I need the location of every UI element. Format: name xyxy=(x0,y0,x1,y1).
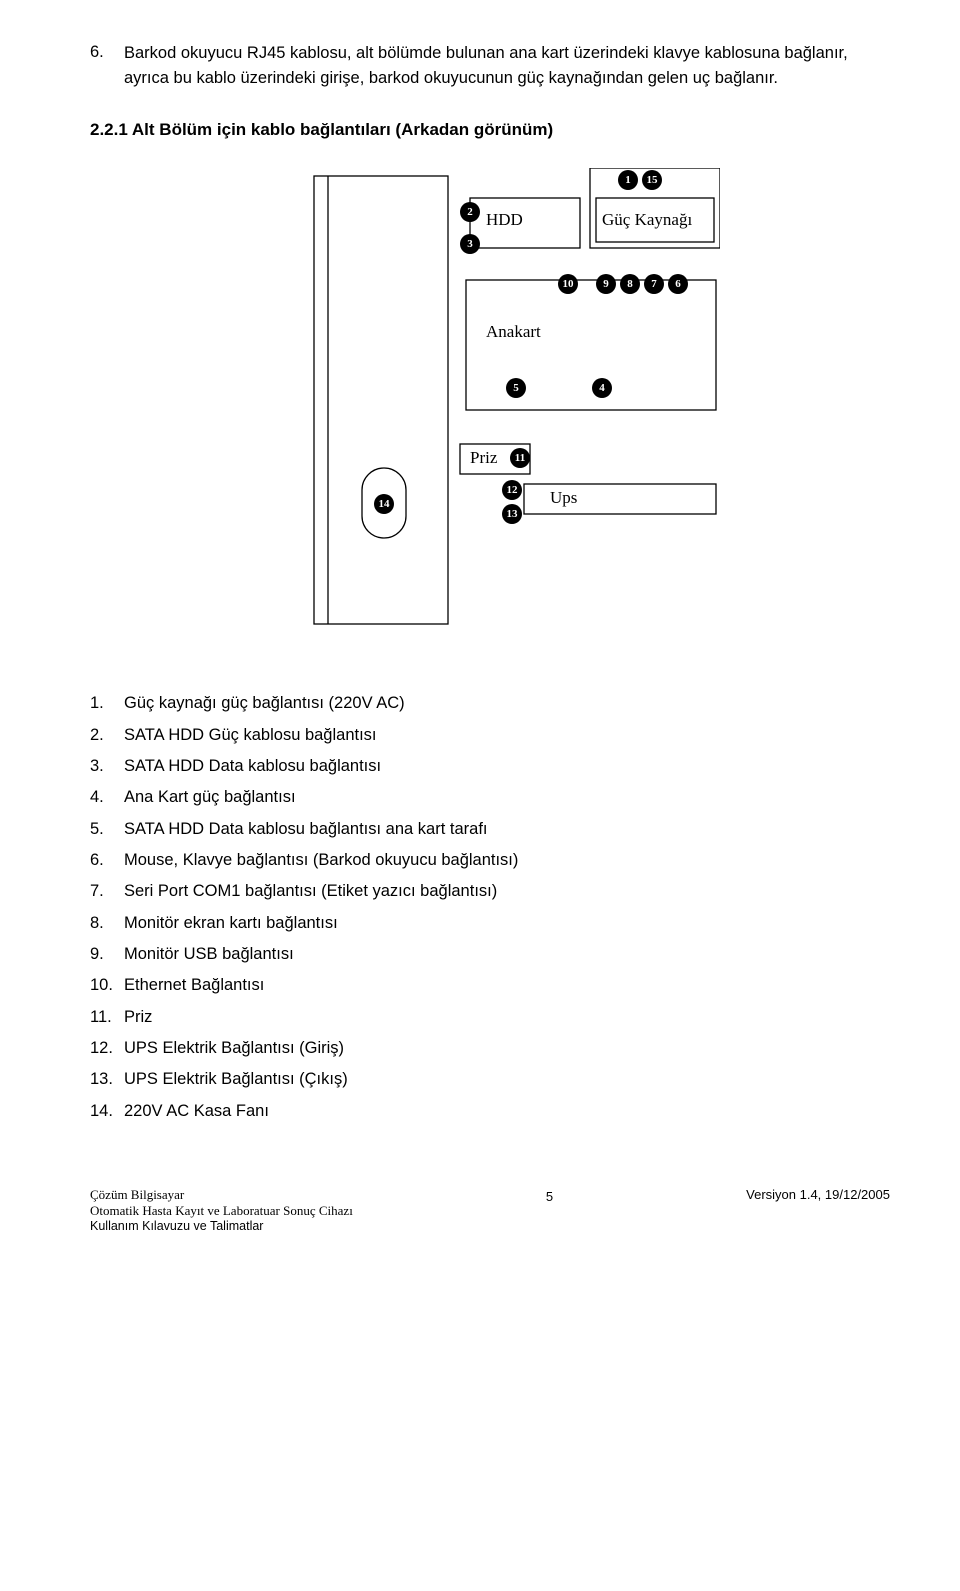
list-item: 12.UPS Elektrik Bağlantısı (Giriş) xyxy=(90,1033,890,1064)
footer-doc-title: Kullanım Kılavuzu ve Talimatlar xyxy=(90,1219,353,1233)
list-item-text: Ana Kart güç bağlantısı xyxy=(124,782,296,813)
list-item: 2.SATA HDD Güç kablosu bağlantısı xyxy=(90,720,890,751)
list-item-text: Mouse, Klavye bağlantısı (Barkod okuyucu… xyxy=(124,845,518,876)
list-item-number: 7. xyxy=(90,876,124,907)
list-item: 7.Seri Port COM1 bağlantısı (Etiket yazı… xyxy=(90,876,890,907)
paragraph-six: 6. Barkod okuyucu RJ45 kablosu, alt bölü… xyxy=(90,40,890,90)
list-item-text: Ethernet Bağlantısı xyxy=(124,970,264,1001)
list-item-number: 14. xyxy=(90,1096,124,1127)
section-heading: 2.2.1 Alt Bölüm için kablo bağlantıları … xyxy=(90,120,890,140)
paragraph-text: Barkod okuyucu RJ45 kablosu, alt bölümde… xyxy=(90,41,890,91)
diagram-label-priz: Priz xyxy=(470,448,497,468)
list-item-number: 9. xyxy=(90,939,124,970)
diagram-label-mb: Anakart xyxy=(486,322,541,342)
list-item: 3.SATA HDD Data kablosu bağlantısı xyxy=(90,751,890,782)
list-item-text: UPS Elektrik Bağlantısı (Çıkış) xyxy=(124,1064,348,1095)
list-item: 9.Monitör USB bağlantısı xyxy=(90,939,890,970)
list-item-text: Seri Port COM1 bağlantısı (Etiket yazıcı… xyxy=(124,876,497,907)
footer-page-number: 5 xyxy=(546,1187,553,1204)
diagram-svg xyxy=(260,168,720,628)
list-item-number: 3. xyxy=(90,751,124,782)
list-item-text: SATA HDD Data kablosu bağlantısı ana kar… xyxy=(124,814,487,845)
list-item-text: 220V AC Kasa Fanı xyxy=(124,1096,269,1127)
diagram-label-power: Güç Kaynağı xyxy=(602,210,692,230)
footer-left: Çözüm Bilgisayar Otomatik Hasta Kayıt ve… xyxy=(90,1187,353,1233)
list-item-number: 1. xyxy=(90,688,124,719)
list-item-number: 11. xyxy=(90,1002,124,1033)
list-item-number: 4. xyxy=(90,782,124,813)
footer-device-name: Otomatik Hasta Kayıt ve Laboratuar Sonuç… xyxy=(90,1203,353,1219)
connection-list: 1.Güç kaynağı güç bağlantısı (220V AC)2.… xyxy=(90,688,890,1127)
list-item-text: SATA HDD Data kablosu bağlantısı xyxy=(124,751,381,782)
list-item: 14.220V AC Kasa Fanı xyxy=(90,1096,890,1127)
paragraph-number: 6. xyxy=(90,40,118,65)
list-item-number: 8. xyxy=(90,908,124,939)
list-item: 5.SATA HDD Data kablosu bağlantısı ana k… xyxy=(90,814,890,845)
list-item-text: Monitör ekran kartı bağlantısı xyxy=(124,908,338,939)
list-item: 6.Mouse, Klavye bağlantısı (Barkod okuyu… xyxy=(90,845,890,876)
rear-view-diagram: 123456789101112131415HDDGüç KaynağıAnaka… xyxy=(260,168,720,628)
list-item-text: Monitör USB bağlantısı xyxy=(124,939,294,970)
list-item-text: UPS Elektrik Bağlantısı (Giriş) xyxy=(124,1033,344,1064)
list-item-text: Güç kaynağı güç bağlantısı (220V AC) xyxy=(124,688,405,719)
page-footer: Çözüm Bilgisayar Otomatik Hasta Kayıt ve… xyxy=(90,1187,890,1233)
list-item-number: 5. xyxy=(90,814,124,845)
list-item-text: SATA HDD Güç kablosu bağlantısı xyxy=(124,720,377,751)
diagram-label-hdd: HDD xyxy=(486,210,523,230)
list-item-number: 12. xyxy=(90,1033,124,1064)
footer-version: Versiyon 1.4, 19/12/2005 xyxy=(746,1187,890,1202)
list-item: 11.Priz xyxy=(90,1002,890,1033)
list-item: 10.Ethernet Bağlantısı xyxy=(90,970,890,1001)
list-item: 1.Güç kaynağı güç bağlantısı (220V AC) xyxy=(90,688,890,719)
list-item: 4.Ana Kart güç bağlantısı xyxy=(90,782,890,813)
list-item-number: 10. xyxy=(90,970,124,1001)
list-item-number: 2. xyxy=(90,720,124,751)
list-item-number: 6. xyxy=(90,845,124,876)
list-item-number: 13. xyxy=(90,1064,124,1095)
list-item: 8.Monitör ekran kartı bağlantısı xyxy=(90,908,890,939)
diagram-label-ups: Ups xyxy=(550,488,577,508)
footer-company: Çözüm Bilgisayar xyxy=(90,1187,353,1203)
list-item: 13.UPS Elektrik Bağlantısı (Çıkış) xyxy=(90,1064,890,1095)
list-item-text: Priz xyxy=(124,1002,152,1033)
